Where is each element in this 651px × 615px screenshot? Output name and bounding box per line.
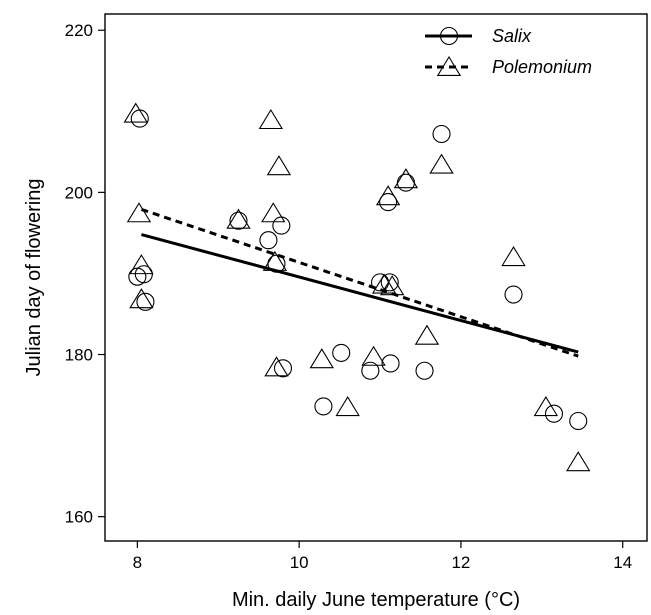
polemonium-point — [429, 153, 454, 174]
salix-point — [314, 397, 333, 416]
salix-point — [229, 211, 248, 230]
plot-frame — [104, 13, 648, 542]
salix-point — [136, 292, 155, 311]
legend-label-salix: Salix — [492, 26, 532, 46]
polemonium-point — [393, 168, 419, 189]
salix-point — [381, 354, 400, 373]
salix-point — [415, 361, 434, 380]
polemonium-point — [123, 102, 148, 123]
x-tick-label: 10 — [290, 553, 309, 572]
x-tick-label: 14 — [613, 553, 632, 572]
chart-marks — [123, 102, 591, 472]
y-tick-label: 200 — [65, 183, 93, 202]
salix-point — [396, 173, 415, 192]
polemonium-point — [414, 324, 440, 345]
salix-point — [134, 265, 153, 284]
y-tick-label: 220 — [65, 21, 93, 40]
polemonium-point — [566, 451, 591, 472]
x-tick-label: 8 — [133, 553, 142, 572]
y-tick-label: 180 — [65, 346, 93, 365]
polemonium-point — [258, 108, 284, 130]
salix-point — [569, 411, 588, 431]
salix-point — [130, 109, 149, 128]
polemonium-point — [501, 245, 526, 267]
axes: 8 10 12 14 160 180 200 220 — [65, 13, 648, 572]
polemonium-point — [264, 356, 289, 377]
polemonium-point — [226, 208, 251, 229]
salix-point — [273, 359, 293, 378]
y-tick-label: 160 — [65, 508, 93, 527]
x-axis-title: Min. daily June temperature (°C) — [232, 589, 520, 611]
polemonium-point — [335, 395, 360, 417]
y-axis-title: Julian day of flowering — [23, 179, 45, 377]
polemonium-point — [261, 202, 286, 223]
polemonium-point — [309, 348, 334, 369]
polemonium-point — [126, 202, 152, 223]
polemonium-point — [533, 395, 559, 417]
salix-point — [361, 361, 380, 380]
salix-point — [379, 193, 398, 212]
legend-label-polemonium: Polemonium — [492, 57, 592, 77]
salix-point — [544, 404, 564, 423]
salix-point — [332, 343, 351, 362]
polemonium-point — [371, 273, 397, 294]
polemonium-point — [129, 254, 154, 275]
polemonium-point — [375, 185, 401, 206]
salix-point — [272, 216, 291, 235]
salix-point — [259, 231, 278, 250]
salix-fit-line — [141, 233, 579, 354]
polemonium-fit-line — [140, 207, 579, 358]
legend-triangle-icon — [436, 55, 462, 77]
polemonium-point — [129, 288, 154, 309]
polemonium-point — [266, 155, 292, 176]
polemonium-point — [361, 345, 386, 366]
salix-point — [432, 124, 451, 144]
legend-circle-icon — [439, 26, 459, 46]
x-tick-label: 12 — [451, 553, 470, 572]
salix-point — [504, 285, 523, 304]
fit-lines — [140, 207, 579, 358]
salix-point — [380, 273, 399, 292]
legend: Salix Polemonium — [425, 26, 592, 77]
